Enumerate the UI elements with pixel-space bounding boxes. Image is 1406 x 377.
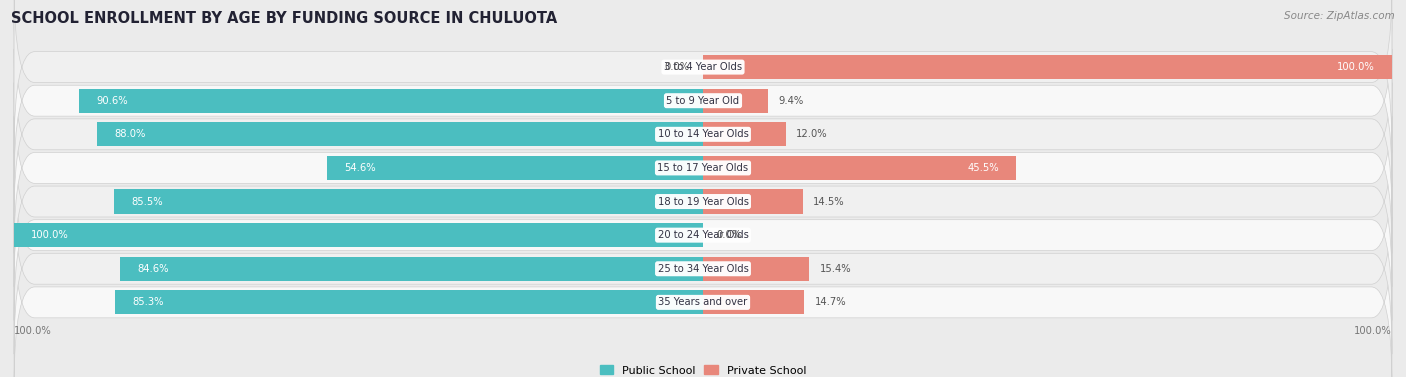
FancyBboxPatch shape	[14, 49, 1392, 220]
Bar	[703, 189, 803, 214]
FancyBboxPatch shape	[14, 183, 1392, 354]
Bar	[79, 89, 703, 113]
Bar	[14, 223, 703, 247]
Text: 0.0%: 0.0%	[717, 230, 742, 240]
Bar	[703, 290, 804, 314]
Text: 15 to 17 Year Olds: 15 to 17 Year Olds	[658, 163, 748, 173]
Text: Source: ZipAtlas.com: Source: ZipAtlas.com	[1284, 11, 1395, 21]
Bar	[120, 257, 703, 281]
Text: 84.6%: 84.6%	[138, 264, 169, 274]
Text: 45.5%: 45.5%	[967, 163, 1000, 173]
Bar	[703, 156, 1017, 180]
Text: 100.0%: 100.0%	[14, 326, 52, 336]
FancyBboxPatch shape	[14, 116, 1392, 287]
Bar	[703, 257, 808, 281]
Bar	[114, 189, 703, 214]
Text: 12.0%: 12.0%	[796, 129, 828, 139]
Text: 20 to 24 Year Olds: 20 to 24 Year Olds	[658, 230, 748, 240]
Bar	[703, 122, 786, 146]
Text: 90.6%: 90.6%	[96, 96, 128, 106]
Text: SCHOOL ENROLLMENT BY AGE BY FUNDING SOURCE IN CHULUOTA: SCHOOL ENROLLMENT BY AGE BY FUNDING SOUR…	[11, 11, 558, 26]
Text: 0.0%: 0.0%	[664, 62, 689, 72]
Text: 9.4%: 9.4%	[778, 96, 803, 106]
Text: 35 Years and over: 35 Years and over	[658, 297, 748, 307]
Bar	[703, 89, 768, 113]
Text: 5 to 9 Year Old: 5 to 9 Year Old	[666, 96, 740, 106]
FancyBboxPatch shape	[14, 83, 1392, 253]
Text: 85.3%: 85.3%	[132, 297, 165, 307]
Text: 88.0%: 88.0%	[114, 129, 145, 139]
FancyBboxPatch shape	[14, 217, 1392, 377]
Bar	[97, 122, 703, 146]
Legend: Public School, Private School: Public School, Private School	[595, 361, 811, 377]
Bar	[703, 55, 1392, 79]
Text: 15.4%: 15.4%	[820, 264, 851, 274]
Text: 25 to 34 Year Olds: 25 to 34 Year Olds	[658, 264, 748, 274]
Text: 85.5%: 85.5%	[131, 196, 163, 207]
FancyBboxPatch shape	[14, 0, 1392, 152]
Text: 14.5%: 14.5%	[813, 196, 845, 207]
Text: 100.0%: 100.0%	[1337, 62, 1375, 72]
Text: 14.7%: 14.7%	[814, 297, 846, 307]
Text: 100.0%: 100.0%	[31, 230, 69, 240]
FancyBboxPatch shape	[14, 150, 1392, 320]
Bar	[326, 156, 703, 180]
Text: 100.0%: 100.0%	[1354, 326, 1392, 336]
FancyBboxPatch shape	[14, 15, 1392, 186]
Bar	[115, 290, 703, 314]
Text: 10 to 14 Year Olds: 10 to 14 Year Olds	[658, 129, 748, 139]
Text: 18 to 19 Year Olds: 18 to 19 Year Olds	[658, 196, 748, 207]
Text: 3 to 4 Year Olds: 3 to 4 Year Olds	[664, 62, 742, 72]
Text: 54.6%: 54.6%	[344, 163, 375, 173]
